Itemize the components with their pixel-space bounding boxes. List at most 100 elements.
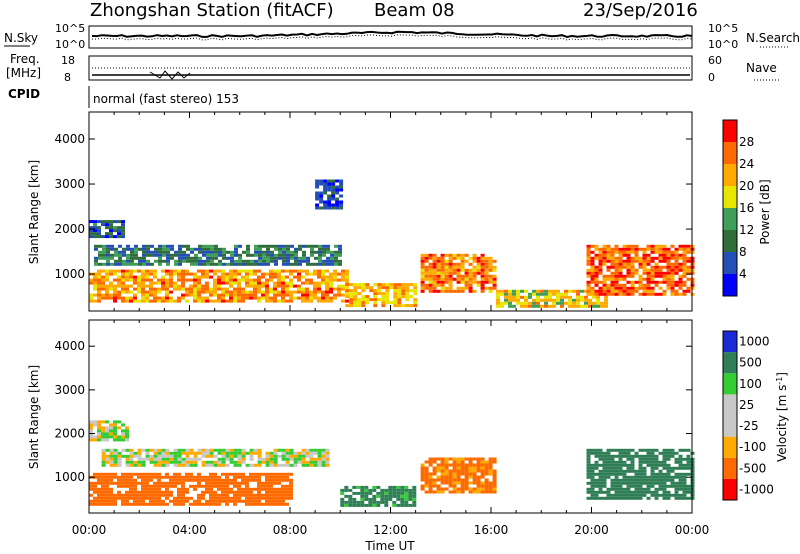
heatmap-cell bbox=[181, 484, 185, 488]
heatmap-cell bbox=[317, 287, 321, 291]
heatmap-cell bbox=[339, 206, 344, 210]
heatmap-cell bbox=[274, 259, 278, 263]
heatmap-cell bbox=[678, 277, 683, 281]
colorbar-segment bbox=[723, 252, 737, 274]
heatmap-cell bbox=[484, 262, 489, 266]
velocity-heatmap-cells bbox=[89, 420, 695, 507]
heatmap-cell bbox=[129, 460, 134, 464]
heatmap-cell bbox=[109, 435, 113, 439]
heatmap-cell bbox=[464, 280, 469, 284]
heatmap-cell bbox=[317, 463, 322, 467]
heatmap-cell bbox=[241, 487, 245, 491]
heatmap-cell bbox=[464, 283, 469, 287]
heatmap-cell bbox=[289, 472, 293, 476]
heatmap-cell bbox=[630, 247, 635, 251]
heatmap-cell bbox=[265, 481, 269, 485]
heatmap-cell bbox=[133, 493, 137, 497]
heatmap-cell bbox=[568, 295, 572, 299]
heatmap-cell bbox=[321, 296, 325, 300]
heatmap-cell bbox=[468, 256, 473, 260]
heatmap-cell bbox=[157, 278, 161, 282]
heatmap-cell bbox=[205, 499, 209, 503]
heatmap-cell bbox=[484, 490, 489, 494]
heatmap-cell bbox=[129, 487, 133, 491]
heatmap-cell bbox=[297, 296, 301, 300]
heatmap-cell bbox=[412, 491, 417, 495]
heatmap-cell bbox=[638, 478, 643, 482]
heatmap-cell bbox=[448, 268, 453, 272]
heatmap-cell bbox=[169, 278, 173, 282]
heatmap-cell bbox=[520, 289, 524, 293]
heatmap-cell bbox=[141, 484, 145, 488]
heatmap-cell bbox=[118, 256, 122, 260]
heatmap-cell bbox=[598, 490, 603, 494]
heatmap-cell bbox=[225, 493, 229, 497]
heatmap-cell bbox=[217, 463, 222, 467]
heatmap-cell bbox=[610, 454, 615, 458]
heatmap-cell bbox=[678, 286, 683, 290]
heatmap-cell bbox=[257, 484, 261, 488]
heatmap-cell bbox=[221, 269, 225, 273]
heatmap-cell bbox=[638, 484, 643, 488]
heatmap-cell bbox=[241, 290, 245, 294]
heatmap-cell bbox=[185, 499, 189, 503]
heatmap-cell bbox=[373, 301, 378, 305]
heatmap-cell bbox=[93, 278, 97, 282]
heatmap-cell bbox=[413, 304, 418, 308]
heatmap-cell bbox=[282, 244, 286, 248]
heatmap-cell bbox=[678, 274, 683, 278]
heatmap-cell bbox=[245, 484, 249, 488]
heatmap-cell bbox=[117, 269, 121, 273]
heatmap-cell bbox=[161, 490, 165, 494]
heatmap-cell bbox=[245, 487, 249, 491]
heatmap-cell bbox=[133, 281, 137, 285]
heatmap-cell bbox=[484, 277, 489, 281]
heatmap-cell bbox=[460, 457, 465, 461]
heatmap-cell bbox=[400, 503, 405, 507]
heatmap-cell bbox=[209, 451, 214, 455]
heatmap-cell bbox=[281, 278, 285, 282]
heatmap-cell bbox=[372, 494, 377, 498]
heatmap-cell bbox=[500, 292, 504, 296]
heatmap-cell bbox=[630, 481, 635, 485]
heatmap-cell bbox=[400, 494, 405, 498]
heatmap-cell bbox=[265, 487, 269, 491]
heatmap-cell bbox=[141, 281, 145, 285]
heatmap-cell bbox=[480, 256, 485, 260]
heatmap-cell bbox=[440, 466, 445, 470]
heatmap-cell bbox=[552, 289, 556, 293]
heatmap-cell bbox=[245, 275, 249, 279]
heatmap-cell bbox=[101, 460, 106, 464]
heatmap-cell bbox=[432, 277, 437, 281]
heatmap-cell bbox=[650, 280, 655, 284]
heatmap-cell bbox=[169, 454, 174, 458]
heatmap-cell bbox=[528, 301, 532, 305]
heatmap-cell bbox=[225, 278, 229, 282]
heatmap-cell bbox=[598, 286, 603, 290]
heatmap-cell bbox=[488, 277, 493, 281]
heatmap-cell bbox=[97, 478, 101, 482]
heatmap-cell bbox=[233, 299, 237, 303]
heatmap-cell bbox=[285, 281, 289, 285]
heatmap-cell bbox=[157, 493, 161, 497]
heatmap-cell bbox=[484, 259, 489, 263]
heatmap-cell bbox=[101, 220, 105, 224]
heatmap-cell bbox=[638, 286, 643, 290]
heatmap-cell bbox=[472, 490, 477, 494]
heatmap-cell bbox=[177, 472, 181, 476]
heatmap-cell bbox=[138, 256, 142, 260]
heatmap-cell bbox=[548, 289, 552, 293]
heatmap-cell bbox=[594, 463, 599, 467]
heatmap-cell bbox=[153, 463, 158, 467]
heatmap-cell bbox=[221, 463, 226, 467]
heatmap-cell bbox=[201, 496, 205, 500]
heatmap-cell bbox=[678, 265, 683, 269]
heatmap-cell bbox=[392, 494, 397, 498]
heatmap-cell bbox=[309, 457, 314, 461]
heatmap-cell bbox=[289, 457, 294, 461]
heatmap-cell bbox=[89, 438, 93, 442]
heatmap-cell bbox=[109, 296, 113, 300]
heatmap-cell bbox=[682, 244, 687, 248]
heatmap-cell bbox=[384, 491, 389, 495]
heatmap-cell bbox=[678, 244, 683, 248]
